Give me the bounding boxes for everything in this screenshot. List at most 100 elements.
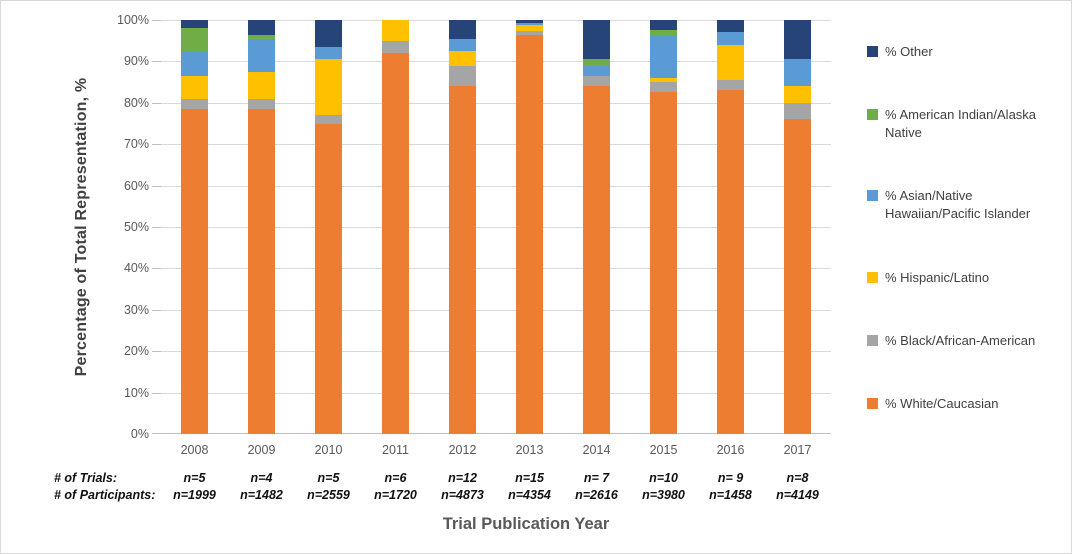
band-2012 (429, 20, 496, 434)
band-2009 (228, 20, 295, 434)
x-tick-2012: 2012 (448, 443, 477, 457)
segment-asian-2010 (315, 46, 342, 60)
y-tick-label-10%: 10% (123, 386, 149, 400)
segment-black-2011 (382, 40, 409, 54)
legend-item-white: % White/Caucasian (867, 395, 1069, 413)
gridline-70% (161, 144, 831, 145)
band-2010 (295, 20, 362, 434)
segment-asian-2015 (650, 34, 677, 78)
trials-values: n=5 n=4 n=5 n=6 n=12 n=15 n= 7 n=10 n= 9 n=8 (161, 471, 831, 485)
legend: % Other % American Indian/Alaska Native % … (867, 43, 1069, 413)
gridline-90% (161, 61, 831, 62)
segment-hispanic-2015 (650, 77, 677, 83)
legend-swatch-other (867, 46, 878, 57)
y-tick-mark-80% (152, 103, 161, 104)
x-axis-title: Trial Publication Year (442, 515, 610, 533)
bar-2010 (315, 20, 342, 434)
x-tick-2017: 2017 (783, 443, 812, 457)
segment-black-2009 (248, 98, 275, 110)
y-tick-mark-10% (152, 393, 161, 394)
y-tick-label-30%: 30% (123, 303, 149, 317)
participants-value-2016: n=1458 (709, 488, 752, 502)
x-tick-2009: 2009 (247, 443, 276, 457)
y-tick-mark-20% (152, 351, 161, 352)
segment-amindian-2015 (650, 30, 677, 35)
x-tick-2015: 2015 (649, 443, 678, 457)
segment-white-2012 (449, 86, 476, 434)
segment-white-2015 (650, 92, 677, 434)
legend-item-amindian: % American Indian/Alaska Native (867, 106, 1069, 141)
bar-2012 (449, 20, 476, 434)
segment-other-2017 (784, 20, 811, 60)
y-tick-label-70%: 70% (123, 137, 149, 151)
segment-white-2010 (315, 123, 342, 434)
participants-value-2014: n=2616 (575, 488, 618, 502)
participants-value-2010: n=2559 (307, 488, 350, 502)
segment-amindian-2014 (583, 59, 610, 66)
participants-value-2011: n=1720 (374, 488, 417, 502)
gridline-50% (161, 227, 831, 228)
band-2014 (563, 20, 630, 434)
band-2015 (630, 20, 697, 434)
segment-hispanic-2016 (717, 44, 744, 81)
trials-value-2016: n= 9 (717, 471, 744, 485)
gridline-100% (161, 20, 831, 21)
segment-other-2008 (181, 20, 208, 29)
trials-value-2010: n=5 (317, 471, 340, 485)
legend-item-other: % Other (867, 43, 1069, 61)
segment-white-2017 (784, 119, 811, 434)
x-tick-2013: 2013 (515, 443, 544, 457)
trials-value-2014: n= 7 (583, 471, 610, 485)
trials-value-2017: n=8 (786, 471, 809, 485)
y-tick-mark-60% (152, 186, 161, 187)
segment-black-2012 (449, 65, 476, 87)
legend-label-other: % Other (885, 44, 933, 59)
y-tick-label-60%: 60% (123, 179, 149, 193)
bar-2011 (382, 20, 409, 434)
x-tick-2010: 2010 (314, 443, 343, 457)
participants-value-2015: n=3980 (642, 488, 685, 502)
participants-value-2017: n=4149 (776, 488, 819, 502)
trials-value-2009: n=4 (250, 471, 273, 485)
y-axis-tick-labels: 0% 10% 20% 30% 40% 50% 60% 70% 80% 90% 100% (1, 13, 149, 441)
segment-amindian-2009 (248, 34, 275, 39)
segment-asian-2014 (583, 65, 610, 76)
legend-item-asian: % Asian/Native Hawaiian/Pacific Islander (867, 187, 1069, 222)
y-tick-mark-40% (152, 268, 161, 269)
bar-2016 (717, 20, 744, 434)
segment-other-2015 (650, 20, 677, 31)
legend-label-hispanic: % Hispanic/Latino (885, 269, 990, 285)
gridline-10% (161, 393, 831, 394)
y-tick-label-20%: 20% (123, 344, 149, 358)
segment-black-2017 (784, 102, 811, 120)
band-2011 (362, 20, 429, 434)
segment-black-2014 (583, 75, 610, 87)
segment-asian-2009 (248, 38, 275, 72)
y-tick-label-0%: 0% (130, 427, 149, 441)
segment-amindian-2008 (181, 28, 208, 52)
segment-white-2013 (516, 34, 543, 434)
segment-other-2012 (449, 20, 476, 39)
band-2013 (496, 20, 563, 434)
segment-asian-2013 (516, 22, 543, 25)
band-2016 (697, 20, 764, 434)
bar-2014 (583, 20, 610, 434)
segment-white-2016 (717, 90, 744, 434)
band-2017 (764, 20, 831, 434)
segment-white-2014 (583, 86, 610, 434)
legend-label-amindian: % American Indian/Alaska Native (885, 107, 1037, 141)
trials-value-2015: n=10 (649, 471, 678, 485)
participants-value-2009: n=1482 (240, 488, 283, 502)
y-tick-mark-30% (152, 310, 161, 311)
segment-black-2013 (516, 31, 543, 35)
gridline-80% (161, 103, 831, 104)
y-tick-label-40%: 40% (123, 261, 149, 275)
legend-label-black: % Black/African-American (885, 332, 1036, 348)
y-tick-mark-100% (152, 20, 161, 21)
band-2008 (161, 20, 228, 434)
x-axis-tick-labels: 2008 2009 2010 2011 2012 2013 2014 2015 2016 2017 (161, 443, 831, 457)
segment-asian-2017 (784, 59, 811, 87)
y-tick-label-50%: 50% (123, 220, 149, 234)
gridline-20% (161, 351, 831, 352)
